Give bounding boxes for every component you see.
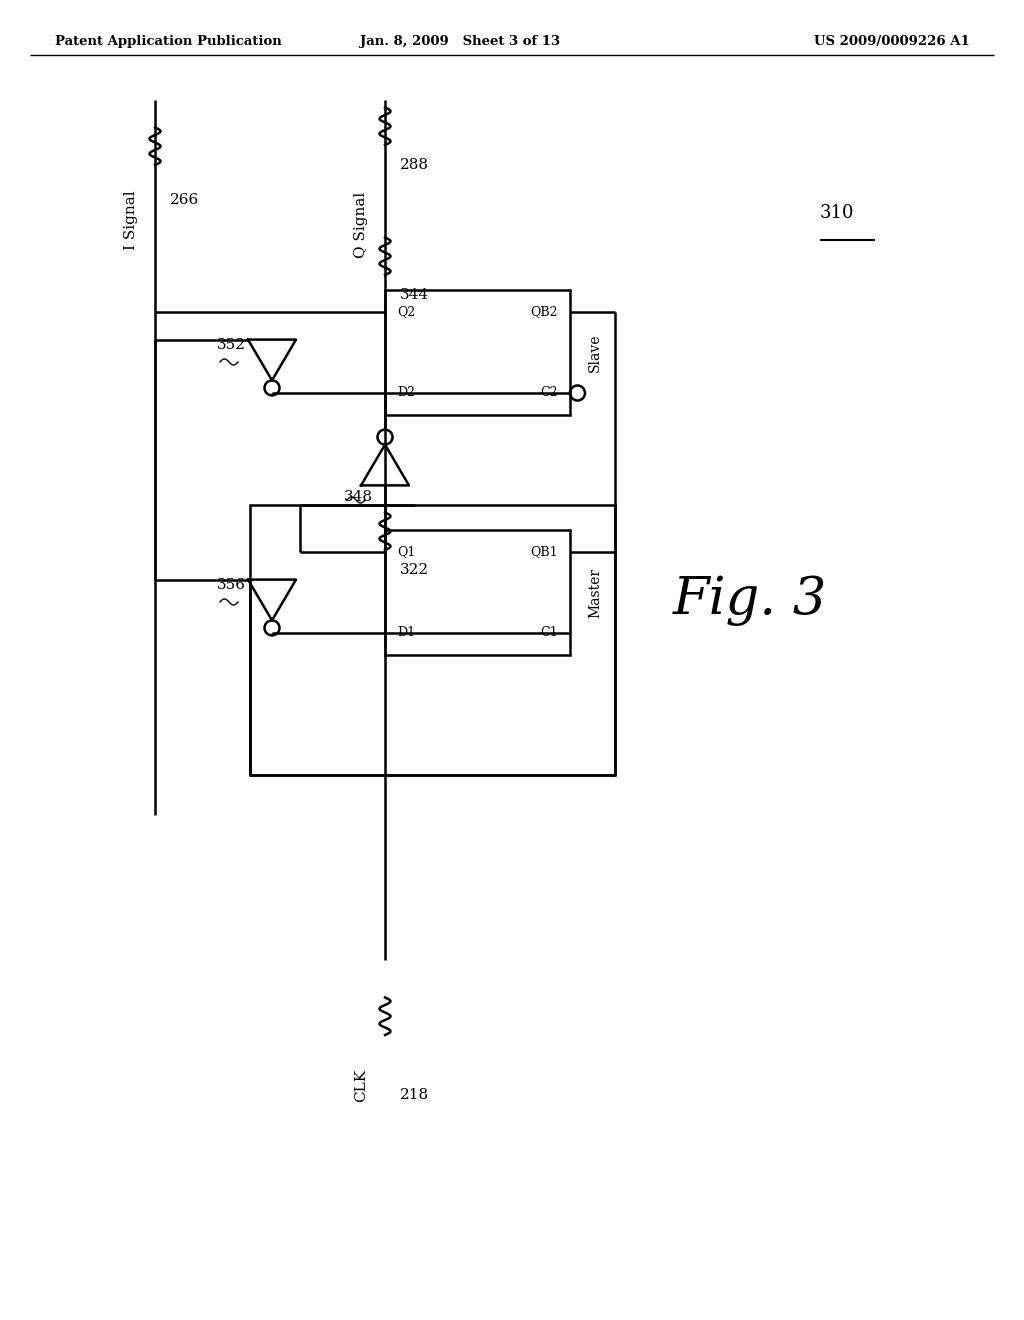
Text: 348: 348 xyxy=(344,490,373,504)
Text: D1: D1 xyxy=(397,627,415,639)
Text: 356: 356 xyxy=(217,578,246,591)
Text: 288: 288 xyxy=(400,158,429,172)
Text: C1: C1 xyxy=(541,627,558,639)
Text: QB1: QB1 xyxy=(530,545,558,558)
Text: D2: D2 xyxy=(397,387,415,400)
Text: 352: 352 xyxy=(217,338,246,352)
Text: 310: 310 xyxy=(820,205,854,222)
Text: QB2: QB2 xyxy=(530,305,558,318)
Text: Slave: Slave xyxy=(588,333,602,372)
Bar xyxy=(385,531,570,655)
Bar xyxy=(250,506,615,775)
Text: C2: C2 xyxy=(541,387,558,400)
Text: Q Signal: Q Signal xyxy=(354,191,368,259)
Text: 322: 322 xyxy=(400,564,429,577)
Bar xyxy=(385,290,570,414)
Text: 266: 266 xyxy=(170,193,200,207)
Text: Q1: Q1 xyxy=(397,545,416,558)
Text: US 2009/0009226 A1: US 2009/0009226 A1 xyxy=(814,36,970,48)
Text: 344: 344 xyxy=(400,288,429,302)
Text: Patent Application Publication: Patent Application Publication xyxy=(55,36,282,48)
Text: Fig. 3: Fig. 3 xyxy=(673,574,827,626)
Text: Master: Master xyxy=(588,568,602,618)
Text: I Signal: I Signal xyxy=(124,190,138,249)
Text: Jan. 8, 2009   Sheet 3 of 13: Jan. 8, 2009 Sheet 3 of 13 xyxy=(360,36,560,48)
Text: 218: 218 xyxy=(400,1088,429,1102)
Text: Q2: Q2 xyxy=(397,305,416,318)
Text: CLK: CLK xyxy=(354,1068,368,1102)
